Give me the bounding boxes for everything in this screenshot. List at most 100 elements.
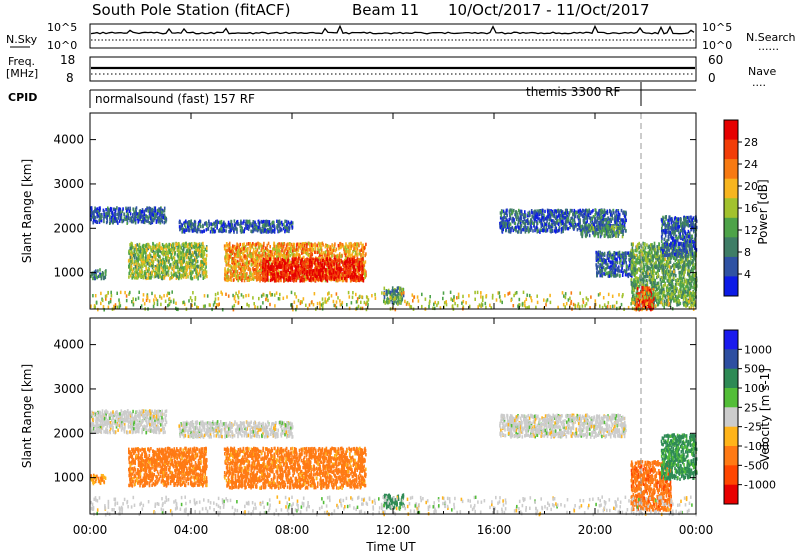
data-cell [201, 263, 203, 267]
data-cell [228, 264, 230, 268]
data-cell [342, 274, 344, 278]
data-cell [189, 249, 191, 253]
data-cell [544, 222, 547, 226]
data-cell [576, 228, 579, 232]
data-cell [200, 224, 202, 229]
data-cell [203, 249, 205, 254]
data-cell [359, 249, 361, 254]
data-cell [291, 252, 293, 256]
data-cell [229, 277, 231, 282]
data-cell [267, 269, 270, 273]
data-cell [132, 254, 135, 258]
data-cell [134, 218, 136, 222]
data-cell [310, 271, 312, 275]
data-cell [112, 207, 115, 211]
data-cell [301, 251, 303, 255]
data-cell [358, 263, 360, 267]
data-cell [250, 271, 252, 275]
data-cell [283, 258, 285, 263]
data-cell [235, 275, 237, 280]
data-cell [225, 244, 227, 248]
data-cell [128, 251, 130, 255]
data-cell [288, 247, 290, 251]
data-cell [341, 243, 344, 247]
data-cell [577, 222, 580, 227]
data-cell [283, 266, 286, 270]
data-cell [163, 262, 165, 266]
data-cell [111, 210, 114, 215]
data-cell [276, 266, 278, 270]
data-cell [138, 257, 140, 261]
data-cell [307, 248, 310, 252]
data-cell [308, 253, 310, 257]
data-cell [284, 219, 286, 223]
data-cell [222, 229, 224, 233]
data-cell [236, 277, 238, 281]
data-cell [151, 207, 154, 212]
data-cell [324, 245, 327, 249]
data-cell [286, 263, 288, 268]
data-cell [138, 246, 140, 250]
data-cell [179, 266, 182, 270]
data-cell [171, 248, 173, 252]
data-cell [164, 268, 167, 272]
data-cell [273, 273, 276, 277]
data-cell [314, 246, 317, 251]
data-cell [240, 221, 242, 225]
data-cell [289, 270, 291, 275]
data-cell [252, 229, 254, 234]
data-cell [237, 262, 240, 266]
data-cell [258, 277, 261, 281]
data-cell [250, 277, 252, 281]
data-cell [285, 247, 287, 251]
data-cell [157, 259, 160, 264]
data-cell [258, 246, 260, 250]
data-cell [246, 263, 249, 267]
data-cell [189, 259, 192, 264]
data-cell [311, 264, 313, 268]
data-cell [301, 247, 304, 251]
data-cell [264, 255, 267, 259]
data-cell [213, 230, 216, 234]
data-cell [182, 256, 185, 261]
data-cell [261, 220, 264, 224]
data-cell [143, 260, 145, 264]
data-cell [182, 269, 185, 273]
data-cell [295, 257, 297, 261]
data-cell [321, 268, 323, 273]
data-cell [262, 253, 265, 257]
data-cell [402, 288, 405, 292]
data-cell [245, 258, 248, 263]
data-cell [262, 249, 264, 253]
data-cell [134, 247, 136, 252]
data-cell [238, 245, 240, 249]
data-cell [174, 251, 176, 255]
data-cell [192, 259, 195, 263]
data-cell [518, 217, 520, 221]
data-cell [183, 270, 186, 275]
data-cell [278, 269, 280, 274]
data-cell [279, 257, 282, 261]
data-cell [177, 251, 180, 256]
data-cell [273, 241, 275, 245]
data-cell [237, 278, 239, 283]
data-cell [136, 215, 139, 219]
data-cell [308, 278, 311, 282]
data-cell [120, 216, 123, 220]
data-cell [152, 245, 155, 249]
data-cell [254, 268, 256, 272]
data-cell [229, 223, 231, 228]
data-cell [188, 257, 191, 262]
nsky-bottom-tick: 10^0 [47, 39, 77, 52]
data-cell [326, 263, 328, 267]
data-cell [539, 209, 541, 213]
data-cell [197, 246, 199, 250]
data-cell [181, 273, 183, 278]
data-cell [94, 209, 96, 213]
data-cell [520, 224, 523, 228]
data-cell [135, 260, 137, 264]
data-cell [339, 267, 342, 271]
data-cell [317, 259, 319, 263]
data-cell [91, 215, 94, 219]
data-cell [338, 259, 341, 263]
